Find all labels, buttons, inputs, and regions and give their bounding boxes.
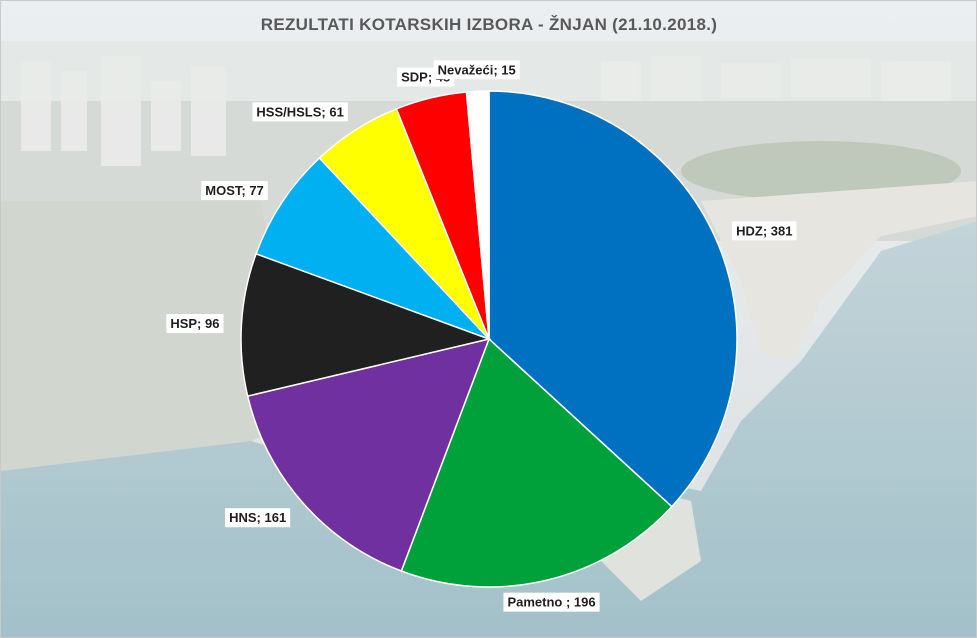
svg-text:Nevažeći; 15: Nevažeći; 15 — [438, 62, 516, 77]
svg-text:Pametno ; 196: Pametno ; 196 — [507, 595, 595, 610]
data-label-box — [225, 508, 291, 528]
data-label-pametno: Pametno ; 196 — [503, 592, 600, 612]
data-label-box — [201, 181, 268, 201]
svg-text:MOST; 77: MOST; 77 — [205, 183, 264, 198]
pie-slice-pametno — [400, 337, 673, 588]
data-label-neva-e-i: Nevažeći; 15 — [433, 60, 520, 80]
data-label-box — [252, 102, 348, 122]
pie-slice-hsp — [240, 252, 492, 397]
data-label-hdz: HDZ; 381 — [732, 221, 797, 241]
pie-slice-most — [255, 156, 490, 340]
data-label-box — [732, 221, 797, 241]
data-label-hsp: HSP; 96 — [166, 314, 224, 334]
svg-text:HDZ; 381: HDZ; 381 — [736, 223, 792, 238]
data-label-hss-hsls: HSS/HSLS; 61 — [252, 102, 348, 122]
data-label-box — [166, 314, 224, 334]
svg-text:HNS; 161: HNS; 161 — [229, 510, 286, 525]
svg-text:HSP; 96: HSP; 96 — [170, 316, 219, 331]
data-label-box — [433, 60, 520, 80]
data-label-most: MOST; 77 — [201, 181, 268, 201]
pie-slice-hns — [246, 337, 491, 572]
data-label-hns: HNS; 161 — [225, 508, 291, 528]
svg-text:HSS/HSLS; 61: HSS/HSLS; 61 — [256, 104, 343, 119]
data-label-box — [503, 592, 600, 612]
pie-slice-hdz — [488, 90, 738, 508]
pie-slice-neva-e-i — [465, 90, 490, 340]
chart-title: REZULTATI KOTARSKIH IZBORA - ŽNJAN (21.1… — [261, 15, 717, 34]
